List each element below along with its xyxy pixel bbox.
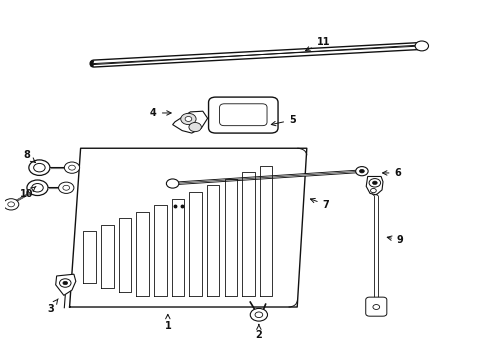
Circle shape	[32, 184, 43, 192]
Circle shape	[368, 179, 380, 187]
Circle shape	[63, 281, 67, 285]
Circle shape	[3, 199, 19, 210]
Circle shape	[372, 181, 376, 185]
Circle shape	[60, 279, 71, 287]
Circle shape	[250, 309, 267, 321]
Circle shape	[59, 182, 74, 193]
Text: 10: 10	[20, 186, 36, 199]
FancyBboxPatch shape	[365, 297, 386, 316]
Text: 9: 9	[386, 235, 403, 245]
Polygon shape	[366, 176, 382, 195]
Circle shape	[27, 180, 48, 195]
Polygon shape	[56, 274, 76, 295]
Text: 2: 2	[255, 325, 262, 340]
FancyBboxPatch shape	[208, 97, 278, 133]
Circle shape	[166, 179, 179, 188]
Circle shape	[414, 41, 427, 51]
Circle shape	[359, 170, 364, 173]
Circle shape	[181, 113, 196, 125]
Circle shape	[184, 117, 191, 121]
Circle shape	[64, 162, 80, 173]
Text: 1: 1	[164, 314, 171, 332]
Text: 11: 11	[305, 37, 330, 51]
Text: 6: 6	[382, 168, 401, 178]
Circle shape	[34, 163, 45, 172]
Text: 5: 5	[271, 115, 295, 126]
Circle shape	[355, 167, 367, 176]
Polygon shape	[172, 111, 207, 133]
Text: 3: 3	[47, 299, 58, 314]
Circle shape	[29, 160, 50, 175]
Text: 8: 8	[23, 150, 35, 162]
Text: 4: 4	[150, 108, 171, 118]
Text: 7: 7	[310, 198, 329, 210]
Circle shape	[188, 122, 201, 132]
